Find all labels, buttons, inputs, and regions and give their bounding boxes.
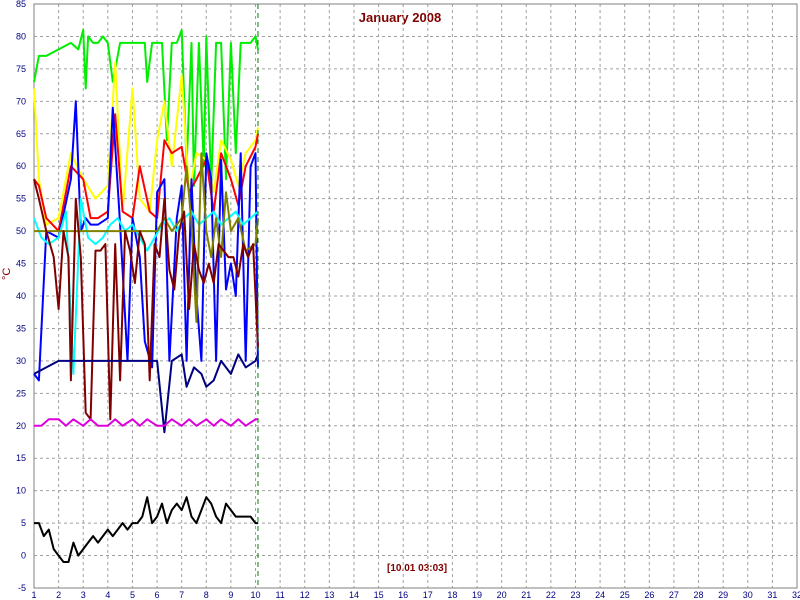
y-tick-label: 55 (16, 194, 26, 204)
y-tick-label: 40 (16, 291, 26, 301)
x-tick-label: 13 (324, 590, 334, 600)
y-tick-label: 75 (16, 64, 26, 74)
y-tick-label: 15 (16, 453, 26, 463)
x-tick-label: 3 (81, 590, 86, 600)
x-tick-label: 8 (204, 590, 209, 600)
y-tick-label: 65 (16, 129, 26, 139)
y-tick-label: 20 (16, 421, 26, 431)
series-lines (33, 29, 259, 563)
y-tick-label: 30 (16, 356, 26, 366)
y-tick-label: 0 (21, 551, 26, 561)
x-tick-label: 5 (130, 590, 135, 600)
y-tick-label: 5 (21, 518, 26, 528)
y-tick-label: 70 (16, 96, 26, 106)
y-tick-label: 10 (16, 486, 26, 496)
x-tick-label: 19 (472, 590, 482, 600)
series-line-0 (33, 29, 259, 187)
chart-title: January 2008 (358, 10, 442, 25)
x-tick-label: 6 (155, 590, 160, 600)
series-line-6 (33, 178, 259, 421)
x-tick-label: 11 (275, 590, 284, 600)
x-tick-label: 10 (251, 590, 261, 600)
x-tick-label: 23 (570, 590, 580, 600)
x-tick-label: 31 (767, 590, 777, 600)
series-line-2 (33, 113, 259, 233)
series-line-9 (34, 496, 258, 563)
y-tick-label: 80 (16, 31, 26, 41)
x-tick-label: 21 (521, 590, 531, 600)
cursor-time-label: [10.01 03:03] (387, 563, 448, 574)
x-tick-label: 18 (447, 590, 457, 600)
x-tick-label: 14 (349, 590, 359, 600)
y-tick-label: 35 (16, 323, 26, 333)
x-tick-label: 24 (595, 590, 605, 600)
y-tick-label: 25 (16, 388, 26, 398)
y-tick-label: -5 (18, 583, 26, 593)
x-tick-label: 16 (398, 590, 408, 600)
x-tick-label: 26 (644, 590, 654, 600)
x-tick-label: 20 (497, 590, 507, 600)
x-tick-label: 12 (300, 590, 310, 600)
x-tick-label: 2 (56, 590, 61, 600)
x-tick-label: 28 (694, 590, 704, 600)
x-tick-label: 27 (669, 590, 679, 600)
x-tick-label: 17 (423, 590, 433, 600)
x-tick-label: 15 (374, 590, 384, 600)
x-tick-label: 30 (743, 590, 753, 600)
x-tick-label: 4 (105, 590, 110, 600)
y-tick-label: 45 (16, 259, 26, 269)
x-tick-label: 22 (546, 590, 556, 600)
series-line-5 (34, 152, 259, 323)
x-tick-label: 1 (31, 590, 36, 600)
x-tick-label: 32 (792, 590, 800, 600)
series-line-3 (33, 100, 259, 382)
series-line-4 (33, 197, 259, 375)
y-tick-label: 60 (16, 161, 26, 171)
series-line-8 (34, 418, 258, 427)
x-tick-label: 9 (228, 590, 233, 600)
x-tick-label: 29 (718, 590, 728, 600)
plot-frame (33, 3, 798, 589)
y-tick-label: 85 (16, 0, 26, 9)
x-tick-label: 7 (179, 590, 184, 600)
series-line-1 (33, 61, 259, 226)
x-tick-label: 25 (620, 590, 630, 600)
series-line-7 (33, 353, 259, 434)
y-tick-label: 50 (16, 226, 26, 236)
